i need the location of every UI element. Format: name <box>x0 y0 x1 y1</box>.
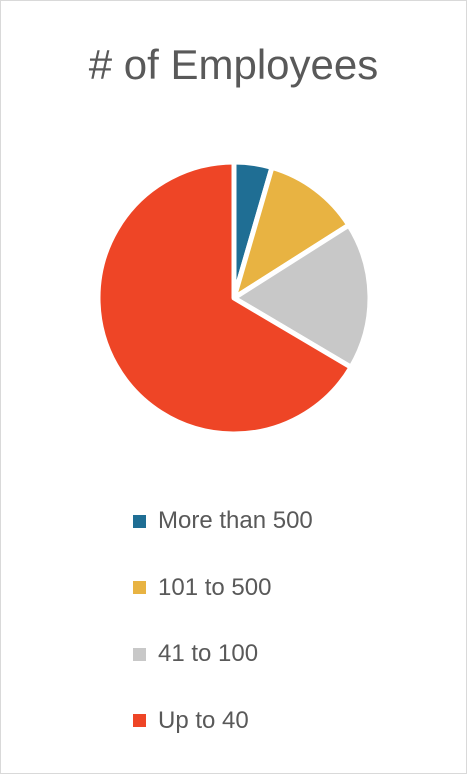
pie-slice-41-to-100 <box>231 222 373 370</box>
legend-label: Up to 40 <box>158 706 249 734</box>
legend-swatch <box>133 581 146 594</box>
chart-title: # of Employees <box>88 41 379 88</box>
pie-slice-101-to-500 <box>231 164 352 301</box>
legend-item-101-to-500: 101 to 500 <box>133 566 313 610</box>
legend-label: More than 500 <box>158 507 313 534</box>
legend-label: 101 to 500 <box>158 573 272 601</box>
legend-item-more-than-500: More than 500 <box>133 499 313 543</box>
legend-label: 41 to 100 <box>158 640 259 667</box>
legend-swatch <box>133 514 146 528</box>
legend-swatch <box>133 647 146 661</box>
legend: More than 500 101 to 500 41 to 100 Up to… <box>133 499 313 765</box>
legend-item-up-to-40: Up to 40 <box>133 699 313 743</box>
legend-item-41-to-100: 41 to 100 <box>133 632 313 676</box>
legend-swatch <box>133 714 146 727</box>
pie-slice-up-to-40 <box>95 159 354 437</box>
